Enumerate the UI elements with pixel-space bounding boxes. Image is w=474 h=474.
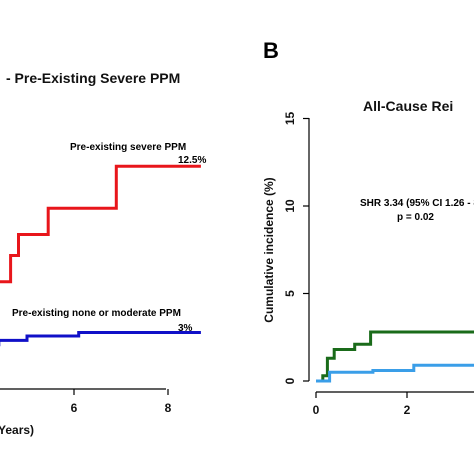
panel-b-title: All-Cause Rei: [363, 98, 453, 114]
panel-a-series: [0, 164, 201, 347]
series-line-pre-existing-severe-ppm: [0, 164, 201, 284]
y-tick-label-5: 5: [283, 290, 297, 297]
panel-b-letter: B: [263, 38, 279, 63]
panel-b-y-axis-label: Cumulative incidence (%): [262, 177, 276, 322]
panel-b-annotation-p: p = 0.02: [397, 212, 434, 223]
series-line-pre-existing-none-or-moderate-ppm: [0, 331, 201, 347]
panel-a-title: - Pre-Existing Severe PPM: [6, 70, 180, 86]
series-label-pre-existing-none-or-moderate-ppm: Pre-existing none or moderate PPM: [12, 308, 181, 319]
x-tick-label-2: 2: [404, 403, 411, 417]
panel-a-x-axis-label: Years): [0, 423, 34, 437]
x-tick-label-6: 6: [71, 401, 78, 415]
series-line-2: [316, 363, 474, 383]
series-end-value-pre-existing-severe-ppm: 12.5%: [178, 155, 206, 166]
panel-b-annotation-shr: SHR 3.34 (95% CI 1.26 - 8.8: [360, 198, 474, 209]
panel-b-y-ticks: 0 5 10 15: [283, 112, 309, 384]
y-tick-label-15: 15: [283, 112, 297, 126]
series-label-pre-existing-severe-ppm: Pre-existing severe PPM: [70, 142, 186, 153]
panel-a-series-labels: Pre-existing severe PPM 12.5% Pre-existing…: [12, 142, 206, 334]
y-tick-label-0: 0: [283, 377, 297, 384]
x-tick-label-8: 8: [165, 401, 172, 415]
x-tick-label-0: 0: [313, 403, 320, 417]
panel-b-series: [316, 330, 474, 383]
series-end-value-pre-existing-none-or-moderate-ppm: 3%: [178, 323, 193, 334]
panel-a: - Pre-Existing Severe PPM Pre-existing s…: [0, 70, 206, 437]
series-line-1: [316, 330, 474, 383]
y-tick-label-10: 10: [283, 199, 297, 213]
